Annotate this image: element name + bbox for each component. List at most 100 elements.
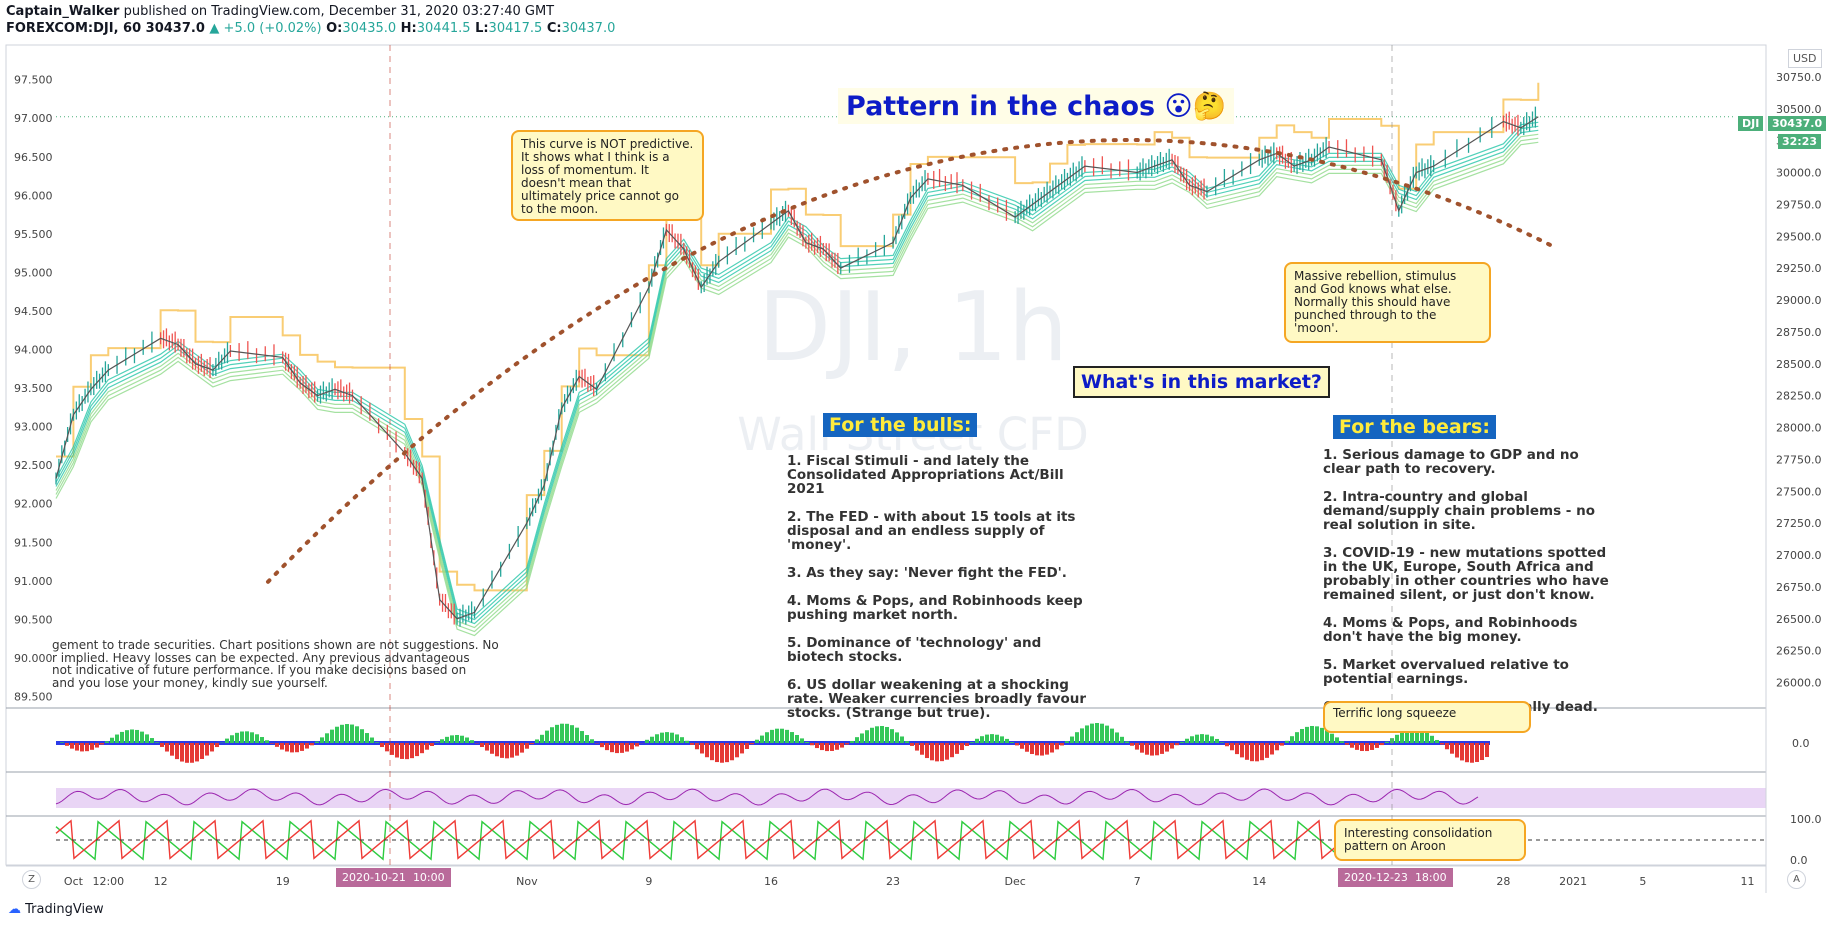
- momentum-bar: [305, 743, 309, 749]
- left-axis-tick: 90.500: [14, 613, 53, 626]
- momentum-bar: [900, 736, 904, 743]
- rsi-line: [55, 788, 1479, 806]
- curve-note-callout[interactable]: This curve is NOT predictive. It shows w…: [511, 130, 704, 221]
- momentum-bar: [1475, 743, 1479, 762]
- momentum-bar: [865, 730, 869, 743]
- momentum-bar: [1050, 743, 1054, 753]
- momentum-bar: [655, 734, 659, 743]
- momentum-bar: [1400, 731, 1404, 743]
- momentum-bar: [670, 732, 674, 743]
- momentum-bar: [400, 743, 404, 759]
- momentum-bar: [440, 739, 444, 743]
- momentum-bar: [180, 743, 184, 762]
- price-change: ▲ +5.0 (+0.02%): [209, 21, 322, 36]
- momentum-bar: [210, 743, 214, 752]
- momentum-bar: [710, 743, 714, 761]
- last-price: 30437.0: [145, 21, 205, 36]
- momentum-bar: [1065, 741, 1069, 743]
- momentum-bar: [545, 730, 549, 743]
- symbol-ohlc: FOREXCOM:DJI, 60 30437.0 ▲ +5.0 (+0.02%)…: [6, 21, 615, 36]
- momentum-bar: [275, 743, 279, 747]
- open-label: O:: [326, 21, 343, 36]
- cursor-time: 10:00: [412, 871, 445, 884]
- bears-item: 3. COVID-19 - new mutations spotted in t…: [1323, 545, 1609, 603]
- squeeze-note-callout[interactable]: Terrific long squeeze: [1323, 701, 1531, 733]
- momentum-bar: [980, 736, 984, 743]
- momentum-bar: [75, 743, 79, 751]
- momentum-bar: [965, 743, 969, 746]
- momentum-bar: [800, 738, 804, 743]
- bears-heading[interactable]: For the bears:: [1333, 415, 1496, 439]
- tradingview-logo-icon: ☁: [8, 902, 21, 917]
- momentum-curve-path: [266, 138, 1554, 584]
- momentum-bar: [945, 743, 949, 760]
- momentum-bar: [425, 743, 429, 750]
- momentum-bar: [445, 736, 449, 743]
- bears-item: 4. Moms & Pops, and Robinhoods don't hav…: [1323, 615, 1578, 645]
- rebellion-note-callout[interactable]: Massive rebellion, stimulus and God know…: [1284, 262, 1491, 343]
- close-label: C:: [546, 21, 562, 36]
- momentum-bar: [1185, 738, 1189, 743]
- momentum-bar: [605, 743, 609, 751]
- momentum-bar: [845, 743, 849, 745]
- auto-scale-button[interactable]: A: [1787, 870, 1806, 889]
- bears-item: 2. Intra-country and global demand/suppl…: [1323, 489, 1595, 533]
- momentum-bar: [575, 727, 579, 743]
- momentum-bar: [1145, 743, 1149, 755]
- momentum-bar: [620, 743, 624, 753]
- aroon-note-callout[interactable]: Interesting consolidation pattern on Aro…: [1334, 819, 1526, 861]
- author-name[interactable]: Captain_Walker: [6, 4, 120, 19]
- momentum-bar: [1230, 743, 1234, 751]
- momentum-bar: [695, 743, 699, 750]
- momentum-bar: [470, 740, 474, 743]
- momentum-bar: [580, 731, 584, 743]
- momentum-bar: [1280, 743, 1284, 746]
- momentum-bar: [350, 724, 354, 743]
- momentum-bar: [145, 734, 149, 743]
- momentum-bar: [1190, 736, 1194, 743]
- momentum-bar: [930, 743, 934, 761]
- momentum-bar: [680, 737, 684, 743]
- momentum-bar: [155, 742, 159, 743]
- momentum-bar: [360, 729, 364, 743]
- cursor-time-2: 18:00: [1414, 871, 1447, 884]
- cursor-date-tag: 2020-10-21 10:00: [336, 868, 451, 887]
- zoom-button[interactable]: Z: [22, 870, 41, 889]
- momentum-bar: [780, 728, 784, 743]
- chart-title-annotation[interactable]: Pattern in the chaos 😮🤔: [838, 88, 1235, 124]
- market-question-box[interactable]: What's in this market?: [1073, 366, 1330, 398]
- momentum-bar: [970, 742, 974, 743]
- high-label: H:: [400, 21, 417, 36]
- bulls-heading[interactable]: For the bulls:: [823, 413, 978, 437]
- symbol-name[interactable]: FOREXCOM:DJI, 60: [6, 21, 142, 36]
- aroon-indicator: 100.0 0.0: [55, 813, 1822, 867]
- momentum-bar: [185, 743, 189, 763]
- momentum-bar: [130, 729, 134, 743]
- rsi-indicator: [55, 788, 1766, 808]
- right-axis-tick: 29750.0: [1776, 198, 1822, 211]
- envelope-line: [56, 82, 1540, 592]
- momentum-bar: [835, 743, 839, 750]
- momentum-bar: [1380, 743, 1384, 746]
- momentum-bar: [260, 737, 264, 743]
- momentum-bar: [925, 743, 929, 759]
- momentum-bar: [125, 730, 129, 743]
- right-axis-tick: 26250.0: [1776, 645, 1822, 658]
- momentum-bar: [395, 743, 399, 758]
- left-axis-tick: 92.000: [14, 498, 53, 511]
- currency-label[interactable]: USD: [1788, 49, 1822, 68]
- momentum-bar: [1240, 743, 1244, 758]
- x-axis-tick: Oct: [64, 875, 84, 888]
- momentum-bar: [1385, 741, 1389, 743]
- momentum-bar: [1370, 743, 1374, 750]
- momentum-bar: [1425, 732, 1429, 743]
- momentum-bar: [625, 743, 629, 752]
- aroon-down-line: [55, 819, 1479, 860]
- momentum-bar: [1070, 736, 1074, 743]
- tradingview-brand[interactable]: ☁ TradingView: [8, 902, 104, 917]
- momentum-bar: [1245, 743, 1249, 760]
- momentum-bar: [765, 732, 769, 743]
- momentum-bar: [940, 743, 944, 762]
- momentum-bar: [920, 743, 924, 755]
